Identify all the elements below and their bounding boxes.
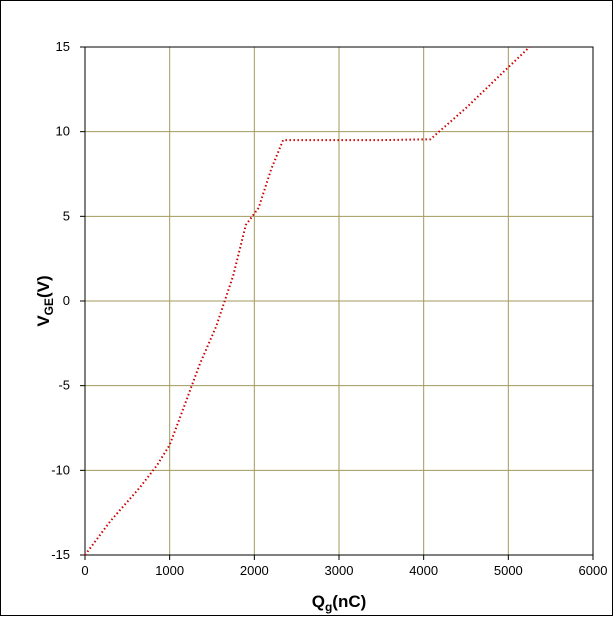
x-axis-title: Qg(nC) bbox=[312, 592, 367, 614]
x-axis-title-main: Q bbox=[312, 592, 325, 611]
y-axis-title-main: V bbox=[34, 315, 53, 327]
x-tick-label: 3000 bbox=[325, 563, 354, 578]
x-axis-title-rest: (nC) bbox=[332, 592, 366, 611]
x-tick-labels: 0 1000 2000 3000 4000 5000 6000 bbox=[81, 563, 607, 578]
x-tick-label: 0 bbox=[81, 563, 88, 578]
plot-border bbox=[84, 46, 594, 556]
y-tick-label: -5 bbox=[58, 378, 70, 393]
y-tick-label: -10 bbox=[51, 462, 70, 477]
y-axis-title-rest: (V) bbox=[34, 275, 53, 298]
y-tick-labels: -15 -10 -5 0 5 10 15 bbox=[51, 39, 70, 562]
axes bbox=[80, 46, 594, 560]
x-axis-title-sub: g bbox=[325, 600, 332, 614]
series-line bbox=[84, 46, 531, 556]
y-tick-label: 0 bbox=[63, 293, 70, 308]
y-tick-label: 10 bbox=[56, 124, 70, 139]
y-tick-label: 5 bbox=[63, 208, 70, 223]
y-axis-title-sub: GE bbox=[42, 298, 56, 315]
x-tick-label: 4000 bbox=[409, 563, 438, 578]
y-tick-label: 15 bbox=[56, 39, 70, 54]
x-tick-label: 5000 bbox=[494, 563, 523, 578]
y-axis-title: VGE(V) bbox=[34, 275, 56, 326]
x-tick-label: 6000 bbox=[579, 563, 608, 578]
y-tick-label: -15 bbox=[51, 547, 70, 562]
x-tick-label: 2000 bbox=[240, 563, 269, 578]
x-tick-label: 1000 bbox=[155, 563, 184, 578]
